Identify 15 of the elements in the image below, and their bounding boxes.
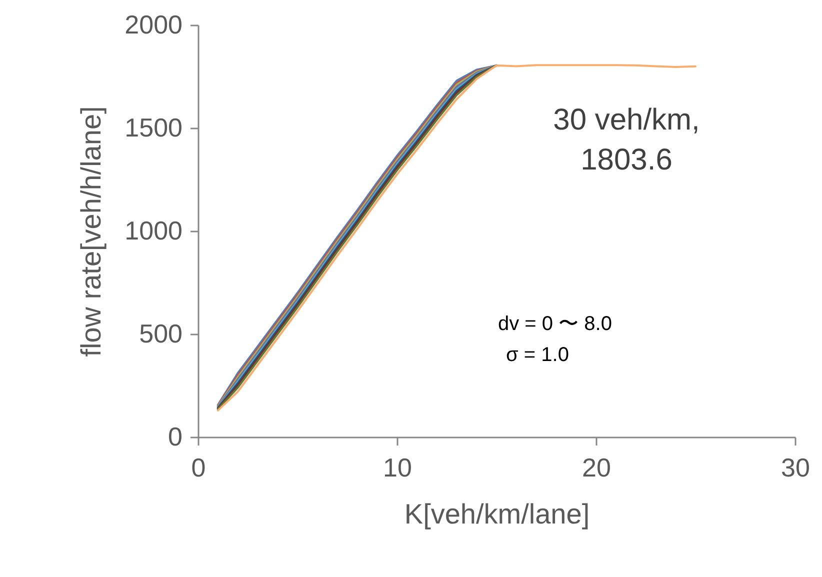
x-tick-label: 10 [383,452,412,482]
x-tick-label: 0 [191,452,206,482]
y-axis-title: flow rate[veh/h/lane] [76,106,107,357]
line-series [216,64,696,412]
annotation: 30 veh/km, 1803.6 [553,103,700,176]
y-tick-label: 1000 [124,216,182,246]
x-tick-label: 30 [781,452,810,482]
y-tick-label: 1500 [124,112,182,142]
x-axis-title: K[veh/km/lane] [404,498,590,530]
y-tick-label: 2000 [124,10,182,40]
y-tick-label: 500 [139,318,182,348]
annotation: dv = 0 〜 8.0 [498,313,612,335]
y-tick-label: 0 [168,422,182,452]
annotation: σ = 1.0 [506,344,569,366]
x-tick-label: 20 [582,452,611,482]
